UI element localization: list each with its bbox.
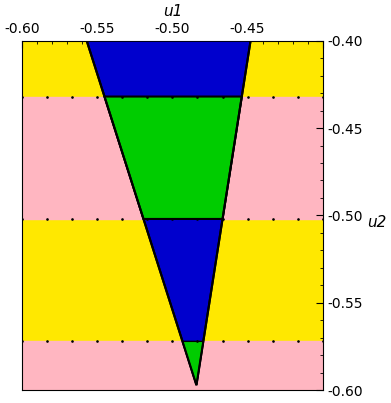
Y-axis label: u2: u2 — [368, 216, 387, 231]
Polygon shape — [104, 97, 242, 219]
X-axis label: u1: u1 — [163, 4, 182, 19]
Polygon shape — [87, 41, 251, 385]
Polygon shape — [183, 341, 203, 385]
